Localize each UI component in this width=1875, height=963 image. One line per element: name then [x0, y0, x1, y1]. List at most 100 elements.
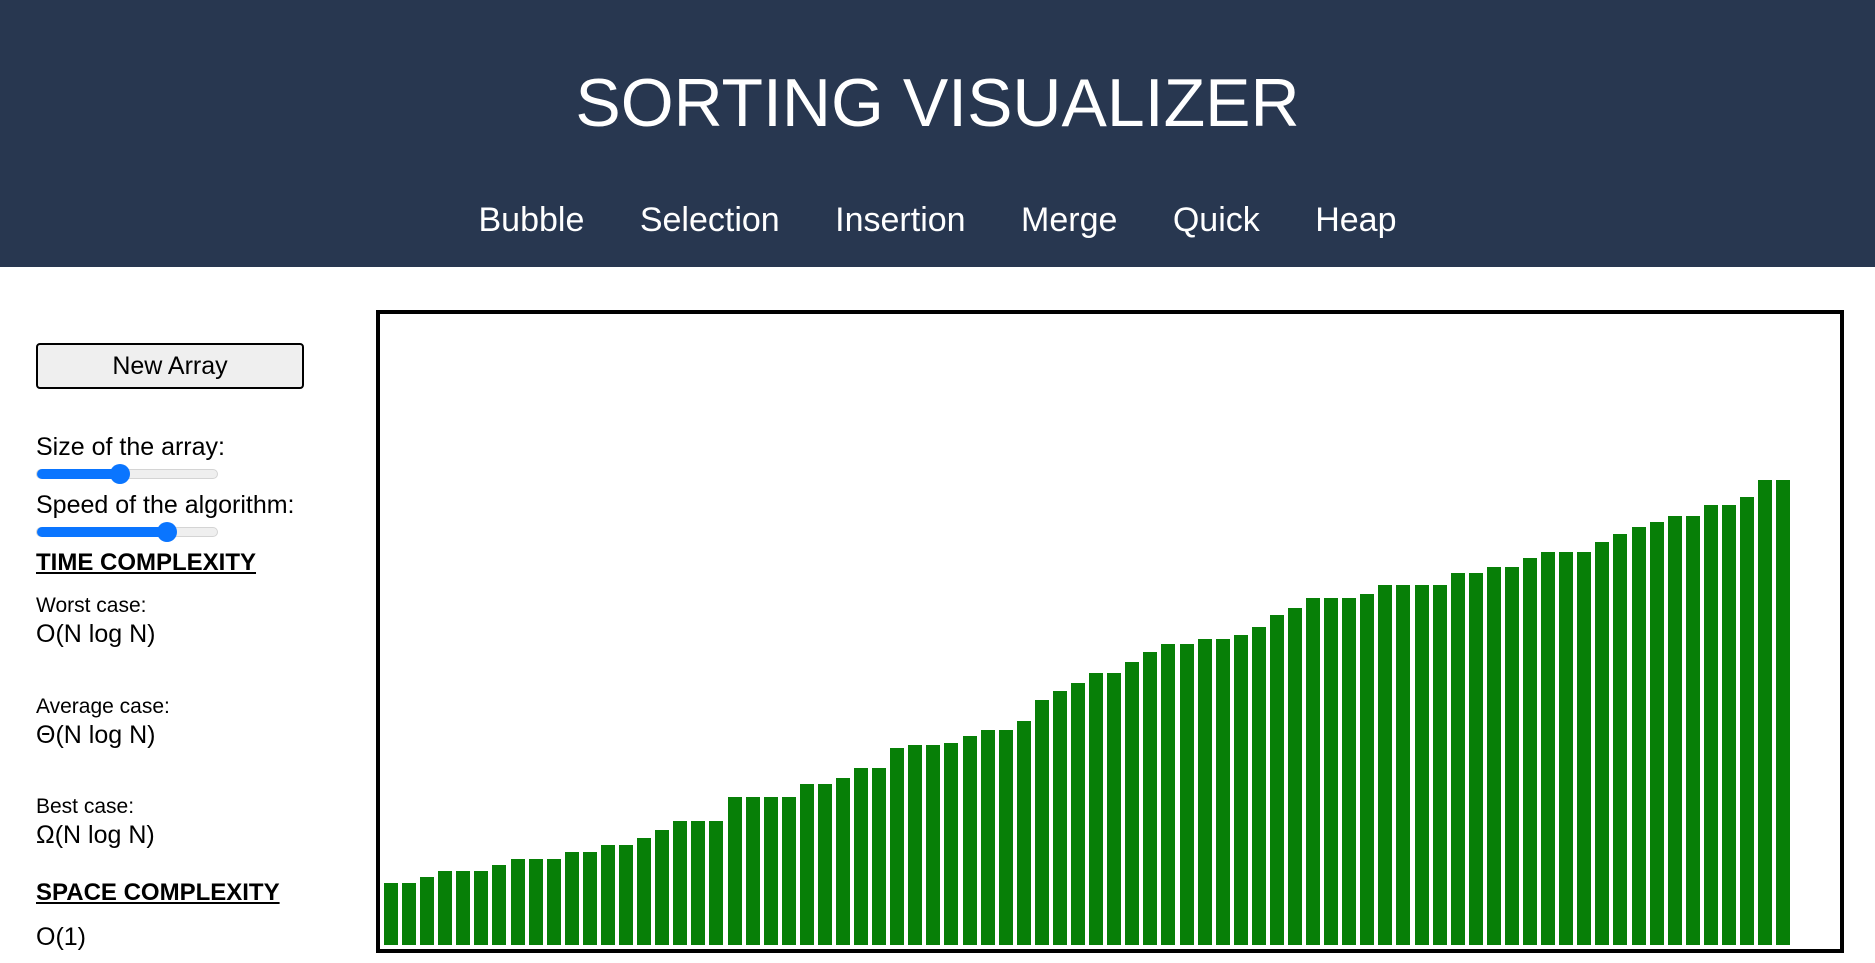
array-bar [1215, 639, 1230, 945]
size-label: Size of the array: [36, 433, 225, 461]
nav-merge[interactable]: Merge [1021, 201, 1118, 239]
array-bar [1360, 594, 1375, 945]
array-bar [1504, 567, 1519, 945]
size-slider[interactable] [36, 464, 218, 484]
worst-case-value: O(N log N) [36, 620, 156, 648]
worst-case-label: Worst case: [36, 594, 147, 617]
array-bar [1414, 585, 1429, 945]
array-bar [1649, 522, 1664, 945]
average-case-value: Θ(N log N) [36, 721, 156, 749]
best-case-value: Ω(N log N) [36, 821, 155, 849]
array-bar [1071, 683, 1086, 945]
array-bar [854, 768, 869, 945]
array-bar [1468, 573, 1483, 945]
array-bar [456, 871, 471, 945]
array-bar [962, 736, 977, 945]
speed-label: Speed of the algorithm: [36, 491, 295, 519]
array-visualization [376, 310, 1844, 953]
array-bar [1396, 585, 1411, 945]
array-bar [1523, 558, 1538, 945]
array-bar [1559, 552, 1574, 945]
array-bar [1233, 635, 1248, 945]
space-complexity-heading: SPACE COMPLEXITY [36, 879, 280, 906]
array-bar [944, 743, 959, 945]
new-array-button[interactable]: New Array [36, 343, 304, 389]
array-bar [691, 821, 706, 945]
array-bar [564, 852, 579, 945]
speed-slider[interactable] [36, 522, 218, 542]
array-bar [1107, 673, 1122, 945]
array-bar [673, 821, 688, 945]
array-bar [1052, 691, 1067, 945]
array-bar [420, 877, 435, 945]
best-case-label: Best case: [36, 795, 135, 818]
array-bar [1161, 644, 1176, 945]
array-bar [1631, 527, 1646, 945]
array-bar [1758, 480, 1773, 945]
speed-slider-fill [37, 527, 167, 537]
array-bar [438, 871, 453, 945]
array-bar [637, 838, 652, 945]
array-bar [582, 852, 597, 945]
array-bar [872, 768, 887, 945]
array-bar [1324, 598, 1339, 945]
array-bar [474, 871, 489, 945]
array-bar [745, 797, 760, 945]
array-bar [1776, 480, 1791, 945]
array-bar [980, 730, 995, 945]
nav-selection[interactable]: Selection [639, 201, 780, 239]
size-slider-thumb[interactable] [109, 464, 130, 484]
array-bar [384, 883, 398, 945]
array-bar [781, 797, 796, 945]
nav-quick[interactable]: Quick [1172, 201, 1260, 239]
array-bar [763, 797, 778, 945]
array-bar [655, 830, 670, 945]
algorithm-nav: Bubble Selection Insertion Merge Quick H… [0, 198, 1875, 242]
array-bar [1179, 644, 1194, 945]
array-bar [492, 865, 507, 945]
array-bar [1251, 627, 1266, 945]
nav-bubble[interactable]: Bubble [478, 201, 585, 239]
array-bar [890, 748, 905, 945]
array-bar [1486, 567, 1501, 945]
array-bar [1450, 573, 1465, 945]
array-bar [402, 883, 417, 945]
array-bar [1577, 552, 1592, 945]
array-bar [1143, 652, 1158, 945]
array-bar [1595, 542, 1610, 945]
array-bar [619, 845, 634, 945]
array-bar [1740, 497, 1754, 945]
array-bar [1703, 505, 1718, 945]
array-bar [727, 797, 742, 945]
speed-slider-thumb[interactable] [156, 522, 177, 542]
array-bar [998, 730, 1013, 945]
array-bar [1342, 598, 1357, 945]
size-slider-fill [37, 469, 120, 479]
array-bar [546, 859, 561, 945]
array-bar [1034, 700, 1049, 945]
array-bar [1378, 585, 1393, 945]
array-bar [1667, 516, 1682, 945]
array-bar [600, 845, 615, 945]
space-complexity-value: O(1) [36, 923, 86, 951]
array-bar [709, 821, 724, 945]
array-bar [1432, 585, 1447, 945]
array-bar [1197, 639, 1212, 945]
array-bar [1125, 662, 1140, 945]
array-bar [1541, 552, 1556, 945]
average-case-label: Average case: [36, 695, 170, 718]
array-bar [1685, 516, 1700, 945]
array-bar [528, 859, 543, 945]
nav-heap[interactable]: Heap [1315, 201, 1397, 239]
array-bar [1016, 721, 1031, 945]
array-bar [1721, 505, 1736, 945]
time-complexity-heading: TIME COMPLEXITY [36, 549, 257, 576]
nav-insertion[interactable]: Insertion [835, 201, 966, 239]
array-bar [926, 745, 941, 945]
array-bar [1613, 534, 1628, 945]
array-bar [1269, 615, 1284, 945]
array-bar [1306, 598, 1321, 945]
array-bar [1288, 608, 1302, 945]
array-bar [908, 745, 923, 945]
array-bar [799, 784, 814, 945]
